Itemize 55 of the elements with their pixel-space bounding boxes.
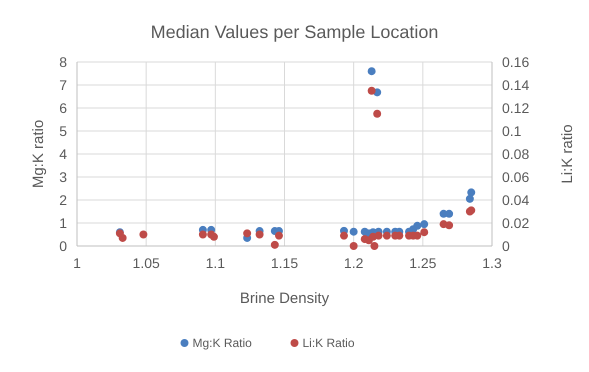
y-tick-label: 8 (59, 54, 68, 70)
y-axis-title: Mg:K ratio (30, 120, 47, 188)
point (350, 228, 358, 236)
point (413, 222, 422, 230)
x-tick-label: 1.3 (482, 255, 502, 271)
y-tick-label: 0 (59, 238, 68, 254)
point (420, 228, 428, 236)
point (466, 194, 474, 203)
chart-title: Median Values per Sample Location (150, 22, 438, 42)
y-tick-label: 2 (59, 192, 68, 208)
y2-tick-label: 0.04 (502, 192, 530, 208)
point (139, 230, 148, 238)
y-tick-label: 7 (59, 77, 68, 93)
point (467, 188, 476, 196)
point (118, 234, 127, 242)
y2-axis-title: Li:K ratio (559, 124, 576, 184)
legend-label: Li:K Ratio (302, 336, 355, 350)
point (373, 110, 382, 118)
y2-tick-label: 0.02 (502, 215, 530, 231)
x-tick-label: 1.05 (132, 255, 160, 271)
point (420, 220, 428, 228)
y2-tick-label: 0.08 (502, 146, 530, 162)
x-tick-label: 1.1 (206, 255, 226, 271)
point (445, 210, 454, 218)
y2-tick-label: 0.16 (502, 54, 530, 70)
point (374, 232, 383, 240)
y-tick-label: 6 (59, 100, 68, 116)
point (198, 230, 207, 238)
x-tick-label: 1.2 (344, 255, 364, 271)
y2-tick-label: 0.1 (502, 123, 522, 139)
point (368, 86, 376, 95)
y-tick-label: 4 (59, 146, 68, 162)
x-tick-label: 1.15 (270, 255, 298, 271)
legend-label: Mg:K Ratio (192, 336, 252, 350)
y-tick-label: 3 (59, 169, 68, 185)
x-axis-title: Brine Density (240, 290, 330, 307)
point (370, 242, 378, 250)
y2-tick-label: 0.12 (502, 100, 530, 116)
point (368, 67, 376, 76)
x-tick-label: 1.25 (409, 255, 437, 271)
y2-tick-label: 0 (502, 238, 510, 254)
point (274, 232, 283, 240)
point (445, 221, 454, 230)
point (270, 240, 279, 249)
point (350, 242, 358, 250)
point (256, 230, 264, 238)
y-tick-label: 5 (59, 123, 68, 139)
x-tick-label: 1 (73, 255, 82, 271)
y-tick-label: 1 (59, 215, 68, 231)
point (243, 229, 252, 238)
y2-tick-label: 0.06 (502, 169, 530, 185)
y2-tick-label: 0.14 (502, 77, 530, 93)
point (382, 232, 391, 240)
point (340, 232, 348, 240)
point (210, 232, 218, 241)
